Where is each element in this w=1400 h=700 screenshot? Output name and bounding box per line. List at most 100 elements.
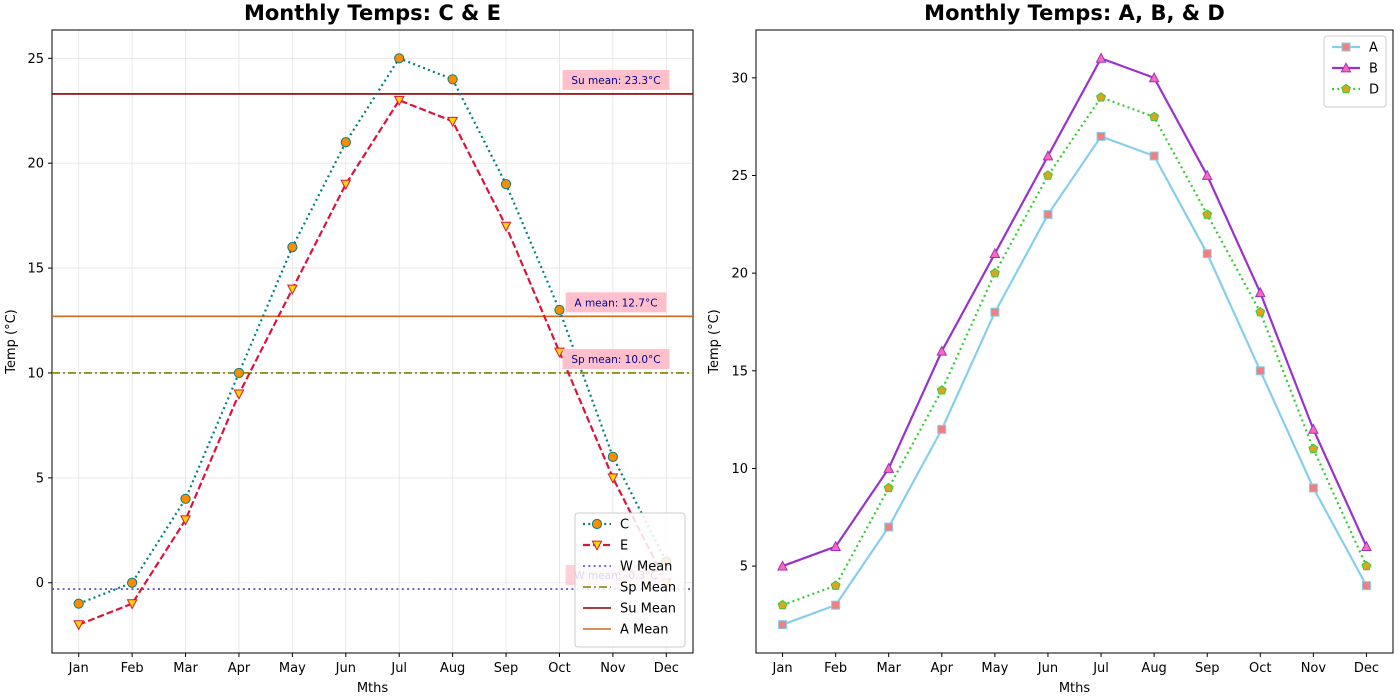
plot-area-frame [51, 29, 694, 654]
series-B [777, 52, 1372, 571]
chart-title: Monthly Temps: C & E [244, 1, 501, 25]
legend-entry: Su Mean [583, 602, 676, 617]
data-point-A [1096, 131, 1106, 141]
series-line-A [782, 135, 1368, 626]
legend-label: Sp Mean [620, 581, 676, 596]
x-tick-label: Mar [876, 661, 901, 676]
data-point-B [1307, 423, 1319, 434]
data-point-C [500, 179, 512, 190]
data-point-B [1148, 71, 1160, 83]
x-axis-label: Mths [1059, 681, 1091, 696]
annotation-box [562, 69, 670, 90]
x-tick-label: Aug [1141, 661, 1166, 676]
data-point-E [286, 284, 298, 295]
data-point-A [1149, 151, 1159, 161]
data-point-C [607, 451, 618, 462]
legend-entry: B [1332, 62, 1378, 77]
data-point-D [1149, 111, 1160, 122]
y-tick-label: 25 [731, 169, 748, 184]
data-point-C [394, 53, 405, 64]
x-tick-label: Oct [548, 661, 570, 676]
legend-entry: A Mean [583, 623, 668, 638]
data-point-E [393, 95, 405, 107]
data-point-E [126, 599, 138, 610]
y-tick-label: 25 [27, 52, 44, 67]
legend-marker [1341, 83, 1351, 94]
annotation-text: A mean: 12.7°C [574, 297, 657, 309]
data-point-A [990, 307, 1000, 317]
data-point-C [340, 137, 351, 148]
data-point-B [777, 560, 788, 571]
data-point-A [1308, 483, 1318, 493]
legend: ABD [1323, 35, 1387, 108]
data-point-C [233, 367, 245, 379]
data-point-B [1201, 169, 1213, 180]
data-point-D [936, 385, 947, 395]
x-tick-label: Jan [772, 661, 793, 676]
data-point-C [180, 493, 191, 504]
data-point-B [1254, 286, 1266, 298]
data-point-A [1255, 366, 1265, 376]
data-point-A [778, 620, 788, 630]
y-tick-label: 10 [27, 366, 44, 381]
data-point-E [233, 389, 245, 400]
data-point-C [127, 577, 138, 588]
data-point-E [447, 116, 459, 128]
legend-marker [1341, 42, 1351, 52]
annotation-text: Sp mean: 10.0°C [571, 354, 660, 366]
data-point-C [447, 74, 458, 85]
data-point-D [1361, 560, 1372, 571]
data-point-C [287, 242, 298, 253]
data-point-B [936, 345, 948, 356]
data-point-B [1042, 150, 1054, 161]
data-point-D [1308, 443, 1319, 454]
chart-panel-1: Monthly Temps: C & E Jan Feb Mar Apr May Jun Ju… [4, 1, 694, 696]
legend: CE W Mean Sp Mean Su Mean A Mean [574, 512, 686, 648]
data-point-B [883, 462, 895, 473]
y-axis-label: Temp (°C) [707, 309, 722, 375]
legend-marker [591, 540, 603, 551]
data-point-A [831, 600, 841, 610]
legend-label: Su Mean [620, 602, 676, 617]
x-tick-label: Apr [931, 661, 954, 676]
chart-title: Monthly Temps: A, B, & D [924, 1, 1225, 25]
data-point-A [1361, 581, 1371, 591]
annotation-box [565, 292, 667, 313]
legend-entry: D [1332, 83, 1379, 98]
data-point-E [607, 473, 619, 484]
data-point-D [1255, 306, 1266, 317]
data-point-D [830, 580, 841, 590]
x-tick-label: Sep [494, 661, 519, 676]
y-tick-label: 15 [731, 364, 748, 379]
x-tick-label: Jun [1037, 661, 1058, 676]
legend-marker [591, 518, 603, 530]
data-point-D [1096, 92, 1107, 102]
legend-entry: W Mean [583, 560, 672, 575]
legend-entry: E [583, 539, 628, 554]
x-tick-label: Jul [390, 661, 407, 676]
legend-box [1323, 35, 1387, 108]
legend-label: C [620, 518, 629, 533]
data-point-A [884, 522, 894, 532]
legend-box [574, 512, 686, 648]
mean-annotation: Su mean: 23.3°C [562, 69, 670, 90]
data-point-A [937, 424, 947, 434]
y-tick-label: 5 [740, 560, 748, 575]
data-point-E [500, 221, 512, 233]
x-axis-label: Mths [357, 681, 389, 696]
x-tick-label: Dec [1354, 661, 1379, 676]
y-tick-label: 0 [36, 576, 44, 591]
x-tick-label: Jun [335, 661, 356, 676]
x-tick-label: Oct [1249, 661, 1271, 676]
data-point-B [989, 247, 1001, 259]
data-point-A [1043, 210, 1053, 220]
data-point-D [883, 482, 894, 493]
data-point-B [830, 540, 842, 551]
y-tick-label: 15 [27, 262, 44, 277]
series-D [777, 92, 1372, 610]
series-E [73, 95, 672, 631]
data-point-D [777, 599, 788, 610]
legend-entry: C [583, 518, 629, 533]
mean-annotation: Sp mean: 10.0°C [562, 348, 670, 369]
legend-label: B [1369, 62, 1378, 77]
